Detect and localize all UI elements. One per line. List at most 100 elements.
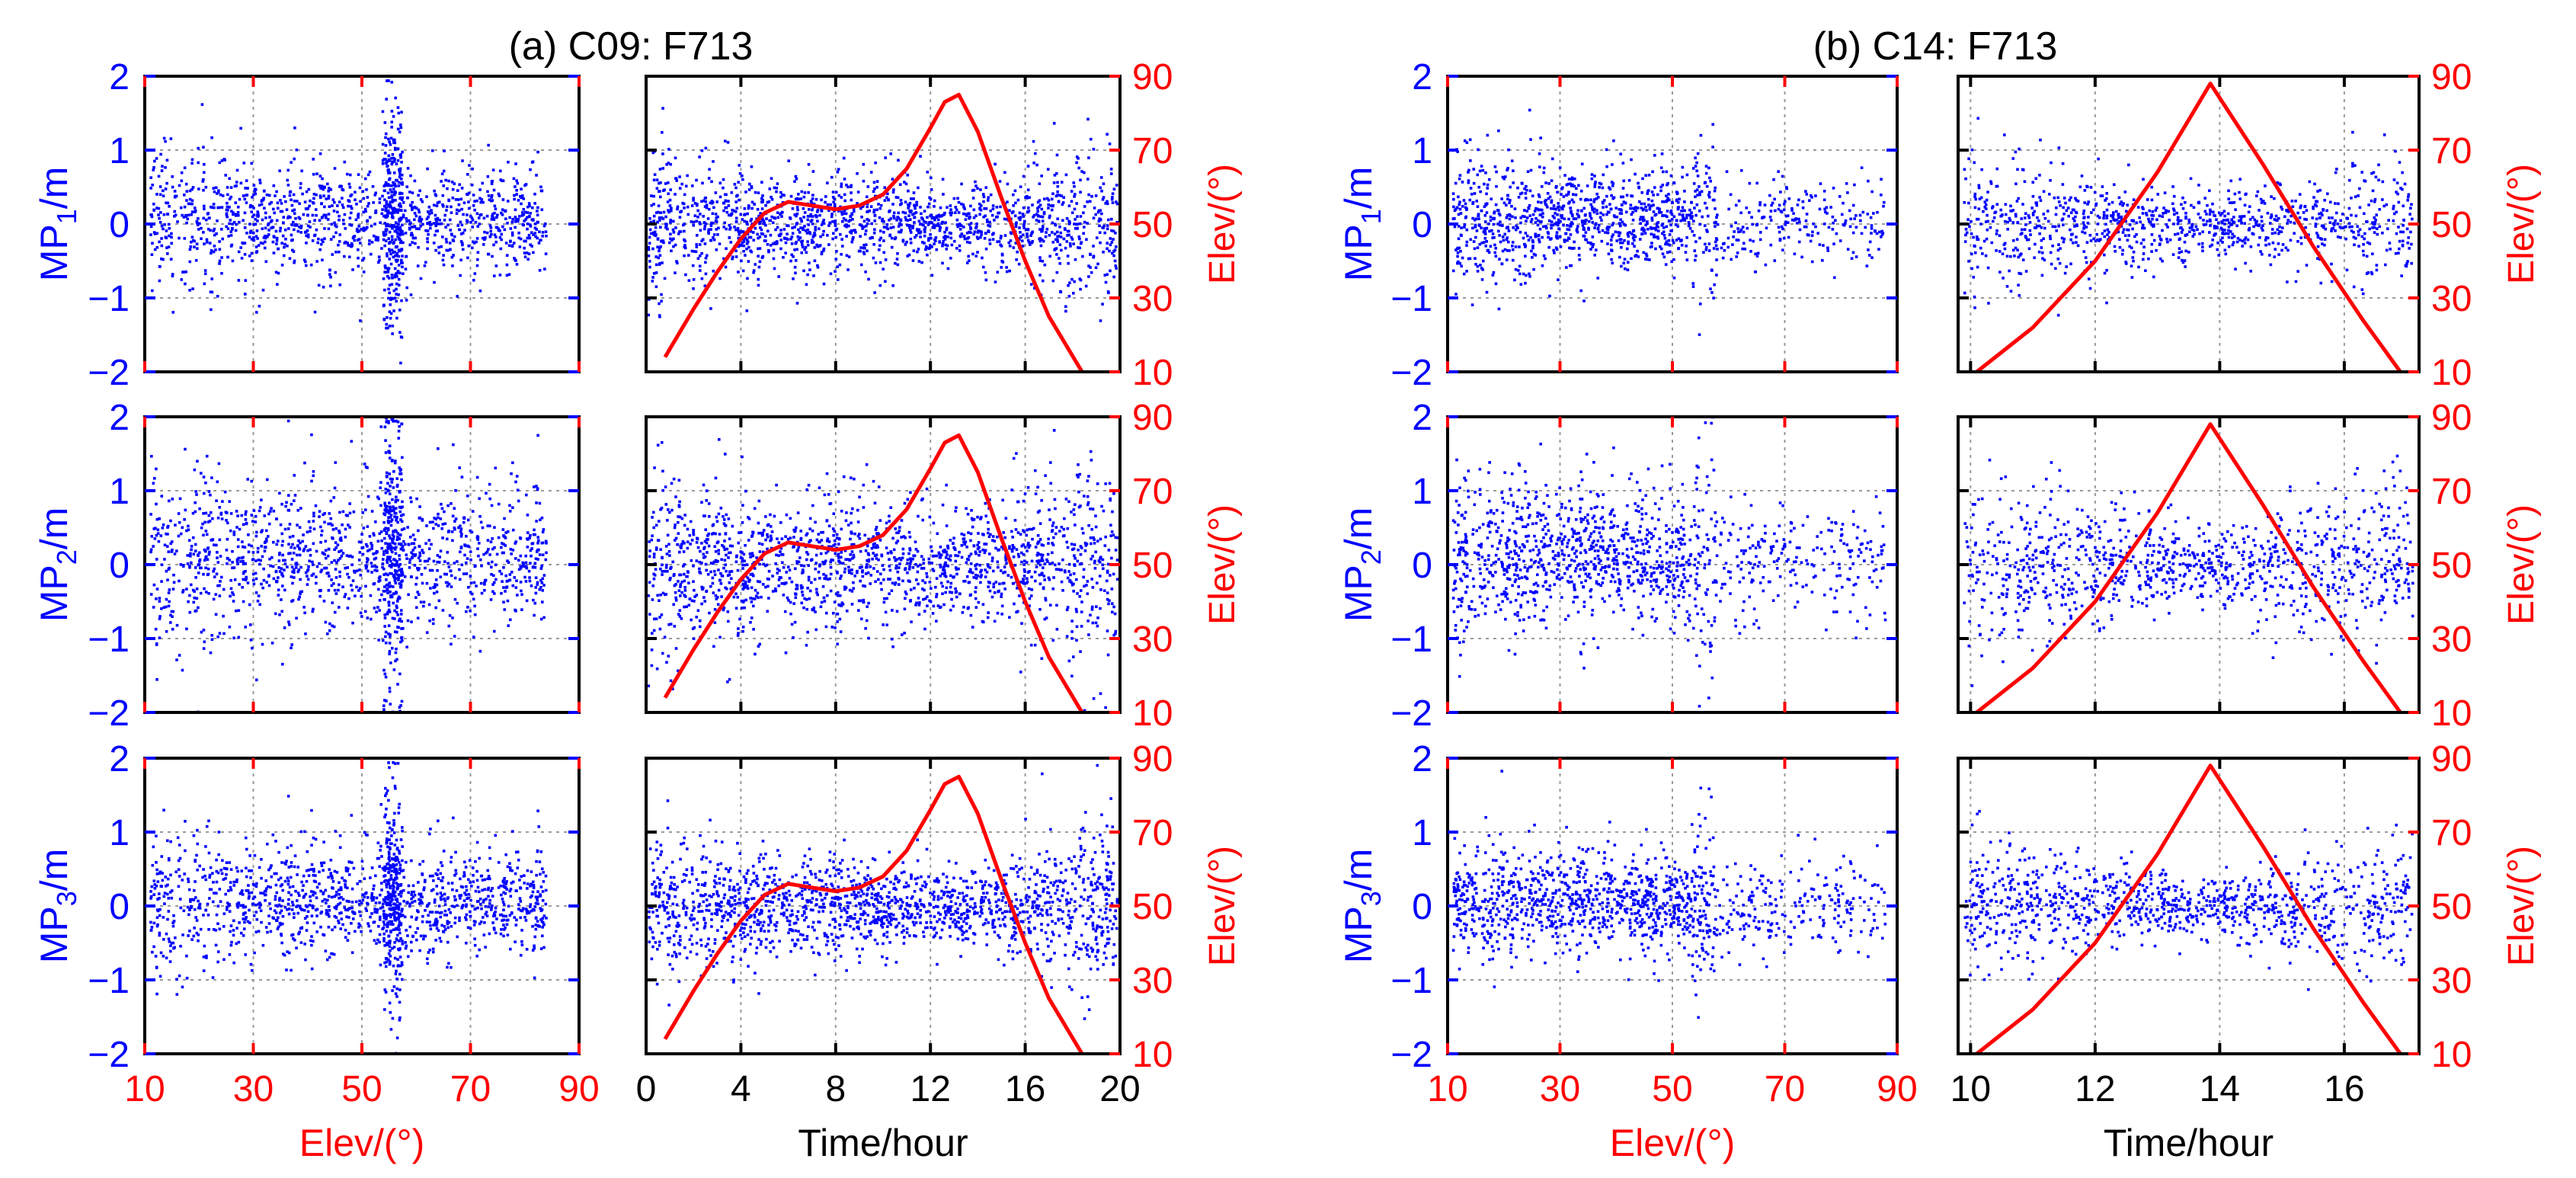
data-point <box>850 240 854 244</box>
data-point <box>1021 213 1025 216</box>
data-point <box>314 504 318 507</box>
data-point <box>281 539 285 543</box>
data-point <box>398 554 401 557</box>
data-point <box>826 549 830 553</box>
data-point <box>242 571 245 575</box>
data-point <box>243 226 247 229</box>
data-point <box>524 210 527 214</box>
data-point <box>461 232 465 235</box>
data-point <box>334 568 338 571</box>
data-point <box>491 590 494 594</box>
data-point <box>388 581 392 584</box>
data-point <box>167 568 171 571</box>
data-point <box>381 208 384 211</box>
data-point <box>385 326 388 330</box>
data-point <box>155 533 158 537</box>
data-point <box>396 626 399 629</box>
data-point <box>958 234 962 238</box>
data-point <box>216 635 219 639</box>
data-point <box>761 217 764 221</box>
data-point <box>1032 216 1035 219</box>
mp-axis-label: MP1/m <box>33 167 82 282</box>
data-point <box>751 574 755 578</box>
data-point <box>480 198 484 201</box>
data-point <box>318 174 322 178</box>
data-point <box>275 543 279 546</box>
data-point <box>1029 234 1032 237</box>
data-point <box>935 577 939 580</box>
data-point <box>366 204 370 208</box>
data-point <box>782 236 786 240</box>
data-point <box>274 194 277 197</box>
data-point <box>981 603 985 607</box>
data-point <box>152 231 156 234</box>
data-point <box>456 295 459 298</box>
data-point <box>1042 239 1045 243</box>
data-point <box>378 532 382 536</box>
data-point <box>828 577 832 581</box>
data-point <box>534 235 537 238</box>
data-point <box>686 174 689 178</box>
data-point <box>218 248 222 251</box>
data-point <box>519 554 523 558</box>
data-point <box>165 246 168 249</box>
data-point <box>319 187 322 190</box>
data-point <box>202 475 206 479</box>
data-point <box>413 205 417 209</box>
data-point <box>408 226 411 230</box>
data-point <box>200 103 204 106</box>
data-point <box>358 186 362 190</box>
data-point <box>795 302 799 305</box>
data-point <box>219 575 223 579</box>
data-point <box>526 216 529 219</box>
data-point <box>165 597 168 601</box>
data-point <box>444 226 447 229</box>
data-point <box>338 233 342 236</box>
data-point <box>816 264 819 267</box>
data-point <box>1115 202 1119 206</box>
data-point <box>712 236 715 239</box>
data-point <box>667 148 670 151</box>
data-point <box>864 229 868 232</box>
data-point <box>1098 231 1102 235</box>
data-point <box>1073 222 1076 226</box>
data-point <box>446 504 450 507</box>
data-point <box>373 557 376 561</box>
data-point <box>152 482 155 485</box>
data-point <box>402 272 405 276</box>
data-point <box>879 581 883 585</box>
data-point <box>237 250 241 254</box>
data-point <box>338 556 342 560</box>
data-point <box>243 293 247 296</box>
data-point <box>271 565 275 568</box>
data-point <box>505 254 509 257</box>
data-point <box>149 550 152 554</box>
data-point <box>974 180 977 184</box>
data-point <box>243 253 247 256</box>
data-point <box>835 533 839 536</box>
data-point <box>536 206 539 210</box>
data-point <box>256 550 260 554</box>
data-point <box>434 578 438 581</box>
data-point <box>397 277 401 281</box>
data-point <box>392 255 395 259</box>
data-point <box>653 173 657 176</box>
data-point <box>764 203 767 207</box>
data-point <box>405 254 408 258</box>
data-point <box>391 226 394 230</box>
data-point <box>399 547 403 551</box>
data-point <box>398 574 401 577</box>
data-point <box>190 561 193 565</box>
data-point <box>399 506 403 510</box>
data-point <box>789 194 793 198</box>
data-point <box>160 495 164 498</box>
data-point <box>848 219 852 222</box>
data-point <box>469 220 472 224</box>
data-point <box>505 263 509 267</box>
data-point <box>194 209 197 213</box>
data-point <box>526 227 529 231</box>
data-point <box>698 243 702 246</box>
data-point <box>728 570 731 574</box>
data-point <box>393 193 396 197</box>
data-point <box>807 190 810 194</box>
